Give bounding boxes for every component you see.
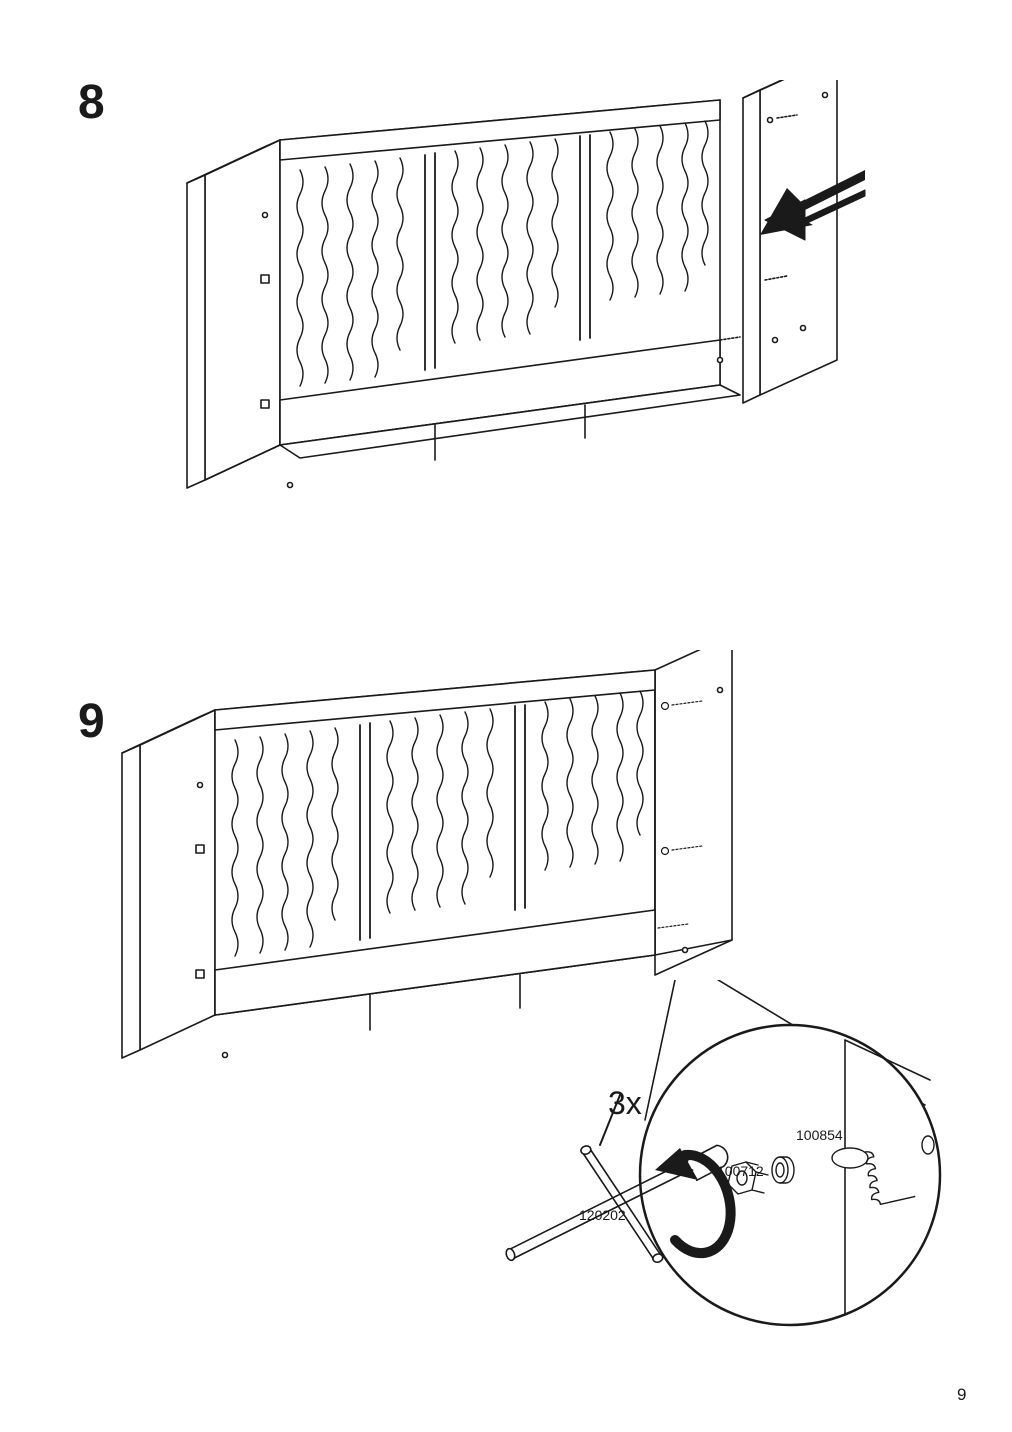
part-id-100712: 100712 bbox=[717, 1163, 764, 1179]
step8-diagram bbox=[165, 80, 885, 560]
part-id-100854: 100854 bbox=[796, 1127, 843, 1143]
step9-callout bbox=[430, 980, 960, 1380]
callout-qty: 3x bbox=[608, 1085, 642, 1122]
part-id-120202: 120202 bbox=[579, 1207, 626, 1223]
step-number-8: 8 bbox=[78, 75, 105, 130]
page-number: 9 bbox=[957, 1385, 966, 1405]
